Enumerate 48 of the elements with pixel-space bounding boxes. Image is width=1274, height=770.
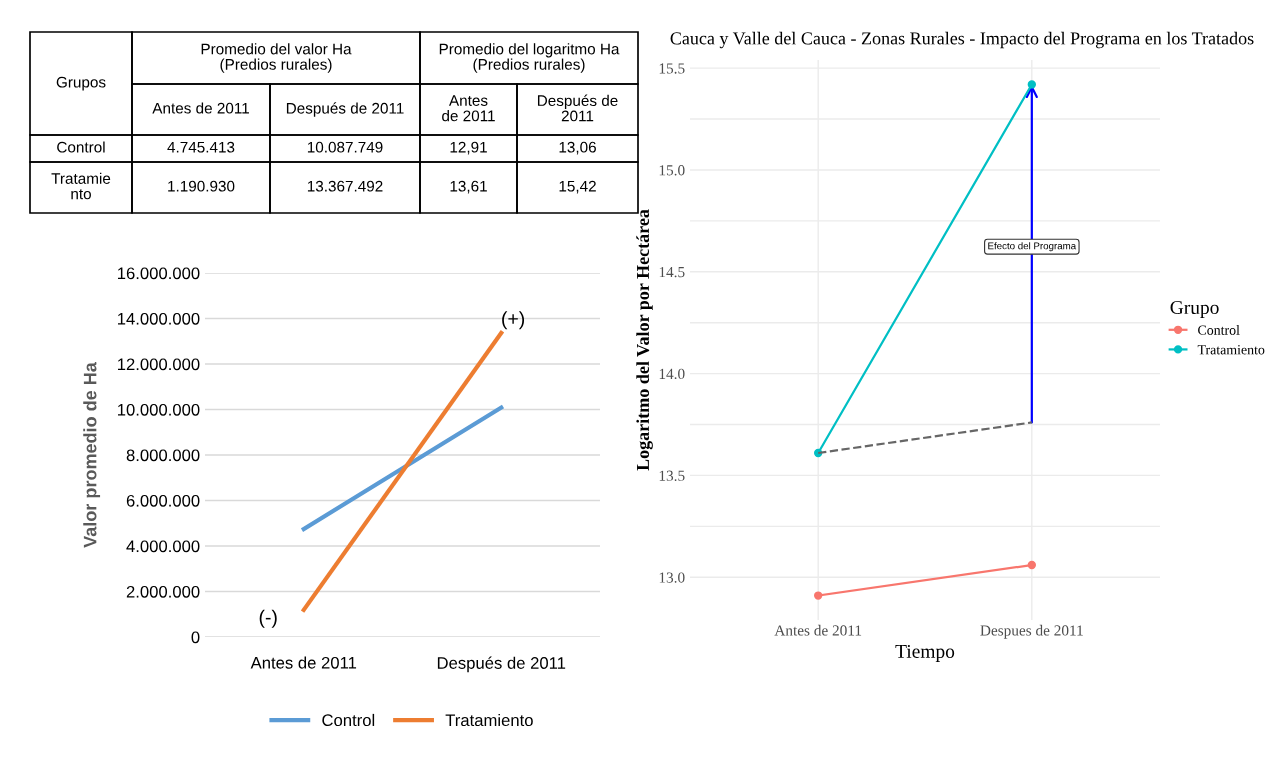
y-tick-label: 16.000.000 bbox=[118, 267, 200, 280]
y-axis-title: Logaritmo del Valor por Hectárea bbox=[636, 209, 653, 471]
legend-label: Tratamiento bbox=[445, 713, 533, 727]
y-tick-label: 2.000.000 bbox=[126, 585, 200, 598]
text: 15,42 bbox=[559, 180, 596, 194]
text: 4.745.413 bbox=[167, 141, 235, 153]
y-tick-label: 15.0 bbox=[659, 165, 685, 176]
text: 13,06 bbox=[559, 141, 596, 155]
annotation: Efecto del Programa bbox=[988, 242, 1077, 252]
text: 10.087.749 bbox=[307, 141, 383, 153]
point bbox=[814, 591, 823, 600]
legend-title: Grupo bbox=[1170, 300, 1219, 318]
point bbox=[1027, 560, 1036, 570]
text: Promedio del logaritmo Ha (Predios rurales) bbox=[439, 43, 620, 73]
text: Después de 2011 bbox=[286, 102, 404, 117]
point bbox=[1027, 80, 1036, 89]
text: Después de 2011 bbox=[537, 94, 618, 122]
y-tick-label: 13.0 bbox=[659, 572, 685, 583]
annotation: (-) bbox=[259, 609, 277, 628]
y-tick-label: 14.5 bbox=[659, 267, 685, 278]
text: 12,91 bbox=[450, 141, 487, 155]
chart-title: Cauca y Valle del Cauca - Zonas Rurales - Impacto del Programa en los Tratados bbox=[670, 31, 1254, 49]
y-axis-title: Valor promedio de Ha bbox=[83, 362, 101, 548]
legend-label: Control bbox=[322, 713, 375, 727]
text: Promedio del valor Ha (Predios rurales) bbox=[201, 43, 352, 73]
y-tick-label: 4.000.000 bbox=[126, 540, 200, 553]
text: Tratamie nto bbox=[51, 172, 111, 200]
legend-label: Control bbox=[1198, 325, 1240, 335]
text: Antes de 2011 bbox=[152, 102, 249, 114]
text: Grupos bbox=[56, 76, 106, 91]
x-axis-title: Tiempo bbox=[895, 644, 955, 662]
annotation: (+) bbox=[502, 311, 525, 330]
text: 13.367.492 bbox=[307, 180, 383, 192]
y-tick-label: 0 bbox=[191, 631, 200, 644]
text: 1.190.930 bbox=[168, 180, 235, 192]
text: 13,61 bbox=[450, 180, 487, 194]
y-tick-label: 13.5 bbox=[659, 470, 685, 481]
y-tick-label: 14.000.000 bbox=[118, 312, 200, 325]
x-tick-label: Despues de 2011 bbox=[980, 624, 1083, 639]
y-tick-label: 8.000.000 bbox=[126, 449, 200, 462]
y-tick-label: 10.000.000 bbox=[118, 403, 200, 416]
legend-label: Tratamiento bbox=[1197, 345, 1265, 355]
y-tick-label: 6.000.000 bbox=[126, 494, 200, 507]
y-tick-label: 14.0 bbox=[659, 368, 685, 380]
text: Antes de 2011 bbox=[442, 95, 495, 122]
y-tick-label: 15.5 bbox=[659, 63, 685, 74]
y-tick-label: 12.000.000 bbox=[118, 358, 200, 371]
text: Control bbox=[57, 141, 105, 153]
